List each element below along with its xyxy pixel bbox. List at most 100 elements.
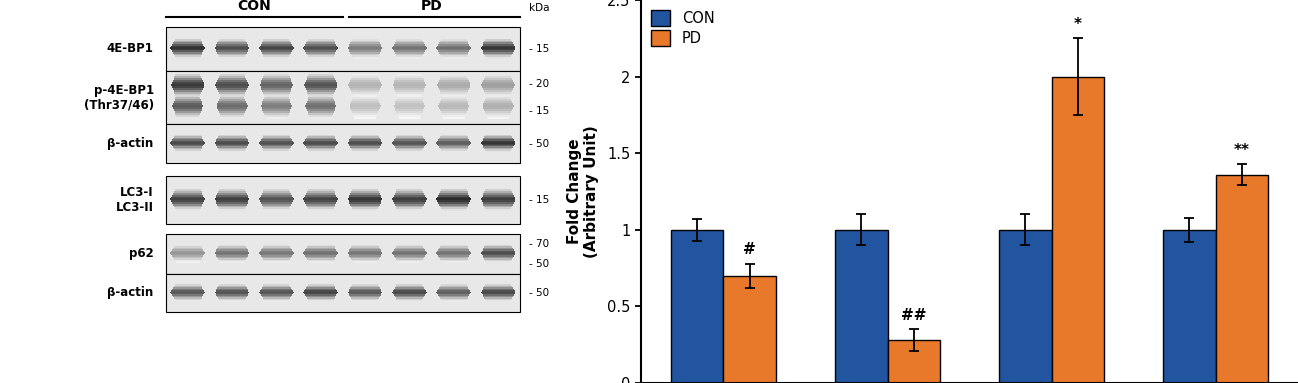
- Bar: [309, 96, 332, 98]
- Bar: [306, 78, 335, 80]
- Bar: [397, 300, 422, 302]
- Bar: [171, 200, 204, 202]
- Bar: [353, 209, 378, 211]
- Bar: [353, 261, 378, 263]
- Bar: [262, 107, 291, 109]
- Bar: [835, 230, 888, 383]
- Bar: [483, 86, 514, 88]
- Bar: [396, 260, 422, 261]
- Text: - 50: - 50: [530, 259, 549, 269]
- Bar: [485, 99, 511, 101]
- Bar: [999, 230, 1051, 383]
- Bar: [483, 204, 513, 206]
- Bar: [439, 204, 469, 206]
- Bar: [396, 54, 423, 56]
- Bar: [261, 80, 291, 82]
- Bar: [395, 88, 424, 90]
- Bar: [436, 291, 471, 293]
- Bar: [671, 230, 723, 383]
- Bar: [487, 95, 510, 97]
- Bar: [260, 141, 293, 142]
- Bar: [166, 176, 520, 224]
- Bar: [393, 196, 426, 198]
- Bar: [309, 97, 334, 99]
- Bar: [175, 56, 201, 57]
- Bar: [262, 41, 291, 42]
- Bar: [261, 82, 292, 84]
- Bar: [393, 293, 426, 295]
- Bar: [219, 99, 245, 101]
- Bar: [439, 105, 470, 107]
- Bar: [349, 295, 380, 296]
- Bar: [888, 340, 940, 383]
- Bar: [214, 142, 249, 144]
- Bar: [305, 86, 336, 88]
- Bar: [262, 246, 291, 248]
- Bar: [171, 49, 204, 51]
- Bar: [260, 46, 293, 47]
- Bar: [262, 103, 291, 105]
- Bar: [348, 142, 383, 144]
- Bar: [349, 249, 380, 251]
- Bar: [483, 105, 514, 107]
- Bar: [349, 51, 380, 52]
- Bar: [352, 284, 378, 286]
- Bar: [483, 139, 514, 141]
- Bar: [263, 135, 289, 136]
- Bar: [485, 299, 511, 300]
- Bar: [350, 204, 380, 206]
- Bar: [349, 196, 382, 198]
- Bar: [439, 44, 470, 46]
- Bar: [483, 138, 513, 139]
- Bar: [397, 209, 422, 211]
- Bar: [439, 202, 470, 204]
- Bar: [173, 295, 204, 296]
- Bar: [306, 41, 335, 42]
- Bar: [443, 115, 466, 117]
- Bar: [441, 56, 467, 57]
- Bar: [306, 296, 335, 297]
- Bar: [221, 117, 243, 119]
- Bar: [487, 115, 510, 117]
- Bar: [166, 274, 520, 312]
- Text: **: **: [1234, 143, 1250, 158]
- Bar: [306, 90, 335, 92]
- Bar: [217, 103, 247, 105]
- Bar: [441, 245, 467, 246]
- Bar: [262, 136, 291, 138]
- Text: - 15: - 15: [530, 195, 549, 205]
- Bar: [483, 295, 514, 296]
- Bar: [349, 290, 382, 291]
- Bar: [174, 258, 201, 260]
- Bar: [441, 135, 467, 136]
- Bar: [436, 198, 471, 200]
- Bar: [262, 52, 291, 54]
- Bar: [483, 195, 514, 196]
- Bar: [393, 295, 424, 296]
- Bar: [215, 144, 248, 145]
- Bar: [484, 246, 511, 248]
- Bar: [263, 149, 289, 151]
- Bar: [393, 202, 424, 204]
- Bar: [480, 198, 515, 200]
- Text: - 50: - 50: [530, 288, 549, 298]
- Text: p62: p62: [129, 247, 153, 260]
- Bar: [396, 78, 423, 80]
- Bar: [173, 195, 204, 196]
- Bar: [440, 109, 467, 111]
- Bar: [219, 111, 245, 113]
- Bar: [219, 151, 244, 152]
- Bar: [173, 296, 202, 297]
- Bar: [217, 105, 248, 107]
- Bar: [439, 52, 469, 54]
- Bar: [352, 92, 378, 94]
- Bar: [215, 141, 248, 142]
- Bar: [173, 138, 202, 139]
- Bar: [396, 284, 422, 286]
- Bar: [308, 284, 334, 286]
- Bar: [219, 74, 244, 76]
- Bar: [483, 80, 513, 82]
- Bar: [306, 297, 335, 299]
- Bar: [393, 82, 426, 84]
- Bar: [484, 191, 511, 193]
